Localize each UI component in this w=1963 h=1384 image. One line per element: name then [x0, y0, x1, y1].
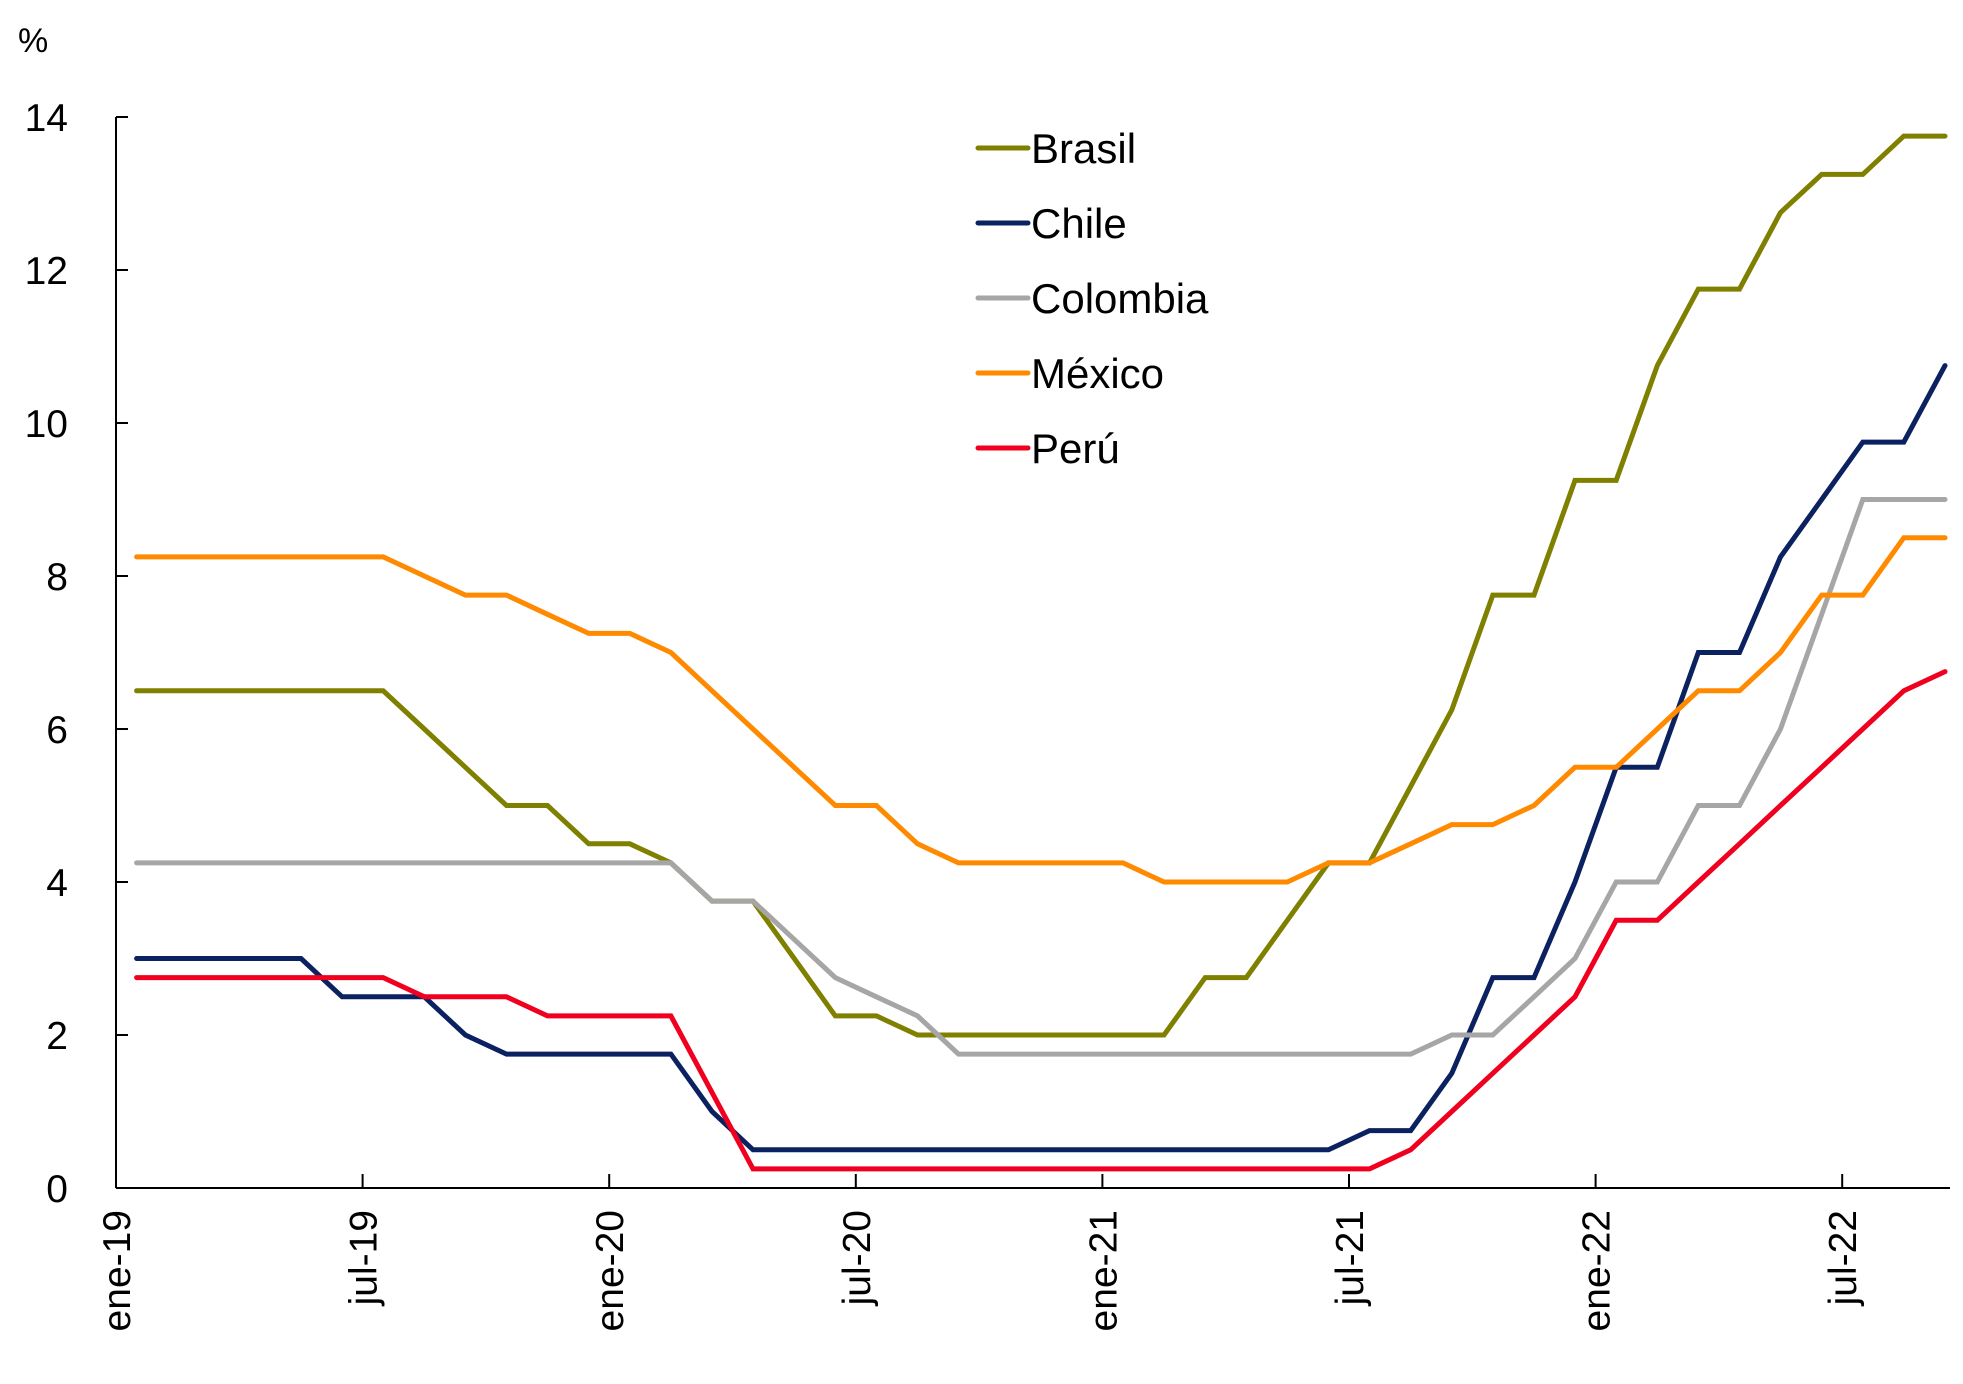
legend-item-brasil: Brasil — [975, 125, 1136, 172]
y-tick-label: 14 — [25, 97, 68, 140]
y-tick-label: 10 — [25, 403, 68, 446]
x-tick-label: jul-21 — [1329, 1210, 1372, 1306]
series-line-mexico — [134, 535, 1948, 885]
x-axis: ene-19 jul-19 ene-20 jul-20 ene-21 jul-21 ene-… — [96, 1174, 1865, 1331]
x-tick-label: jul-19 — [343, 1210, 386, 1306]
y-tick-label: 12 — [25, 250, 68, 293]
legend-item-chile: Chile — [975, 200, 1127, 247]
x-tick-label: jul-20 — [836, 1210, 879, 1306]
y-tick-label: 8 — [46, 556, 68, 599]
legend-item-mexico: México — [975, 350, 1164, 397]
x-tick-label: ene-20 — [589, 1210, 632, 1331]
y-axis-unit-label: % — [18, 22, 48, 60]
legend-label: Chile — [1031, 200, 1127, 247]
y-tick-label: 0 — [46, 1168, 68, 1211]
x-tick-label: ene-19 — [96, 1210, 139, 1331]
legend-label: México — [1031, 350, 1164, 397]
y-tick-label: 4 — [46, 862, 68, 905]
legend: Brasil Chile Colombia México Perú — [975, 125, 1209, 472]
legend-item-colombia: Colombia — [975, 275, 1209, 322]
series-line-colombia — [134, 497, 1948, 1057]
series-line-chile — [134, 363, 1948, 1153]
y-tick-label: 2 — [46, 1015, 68, 1058]
legend-label: Brasil — [1031, 125, 1136, 172]
series-group — [134, 133, 1948, 1172]
x-tick-label: ene-22 — [1576, 1210, 1619, 1331]
series-line-brasil — [134, 133, 1948, 1038]
legend-label: Colombia — [1031, 275, 1209, 322]
x-tick-label: jul-22 — [1822, 1210, 1865, 1306]
legend-label: Perú — [1031, 425, 1120, 472]
series-line-peru — [134, 669, 1948, 1172]
x-tick-label: ene-21 — [1082, 1210, 1125, 1331]
y-axis: 0 2 4 6 8 10 12 14 — [25, 97, 128, 1211]
legend-item-peru: Perú — [975, 425, 1120, 472]
y-tick-label: 6 — [46, 709, 68, 752]
